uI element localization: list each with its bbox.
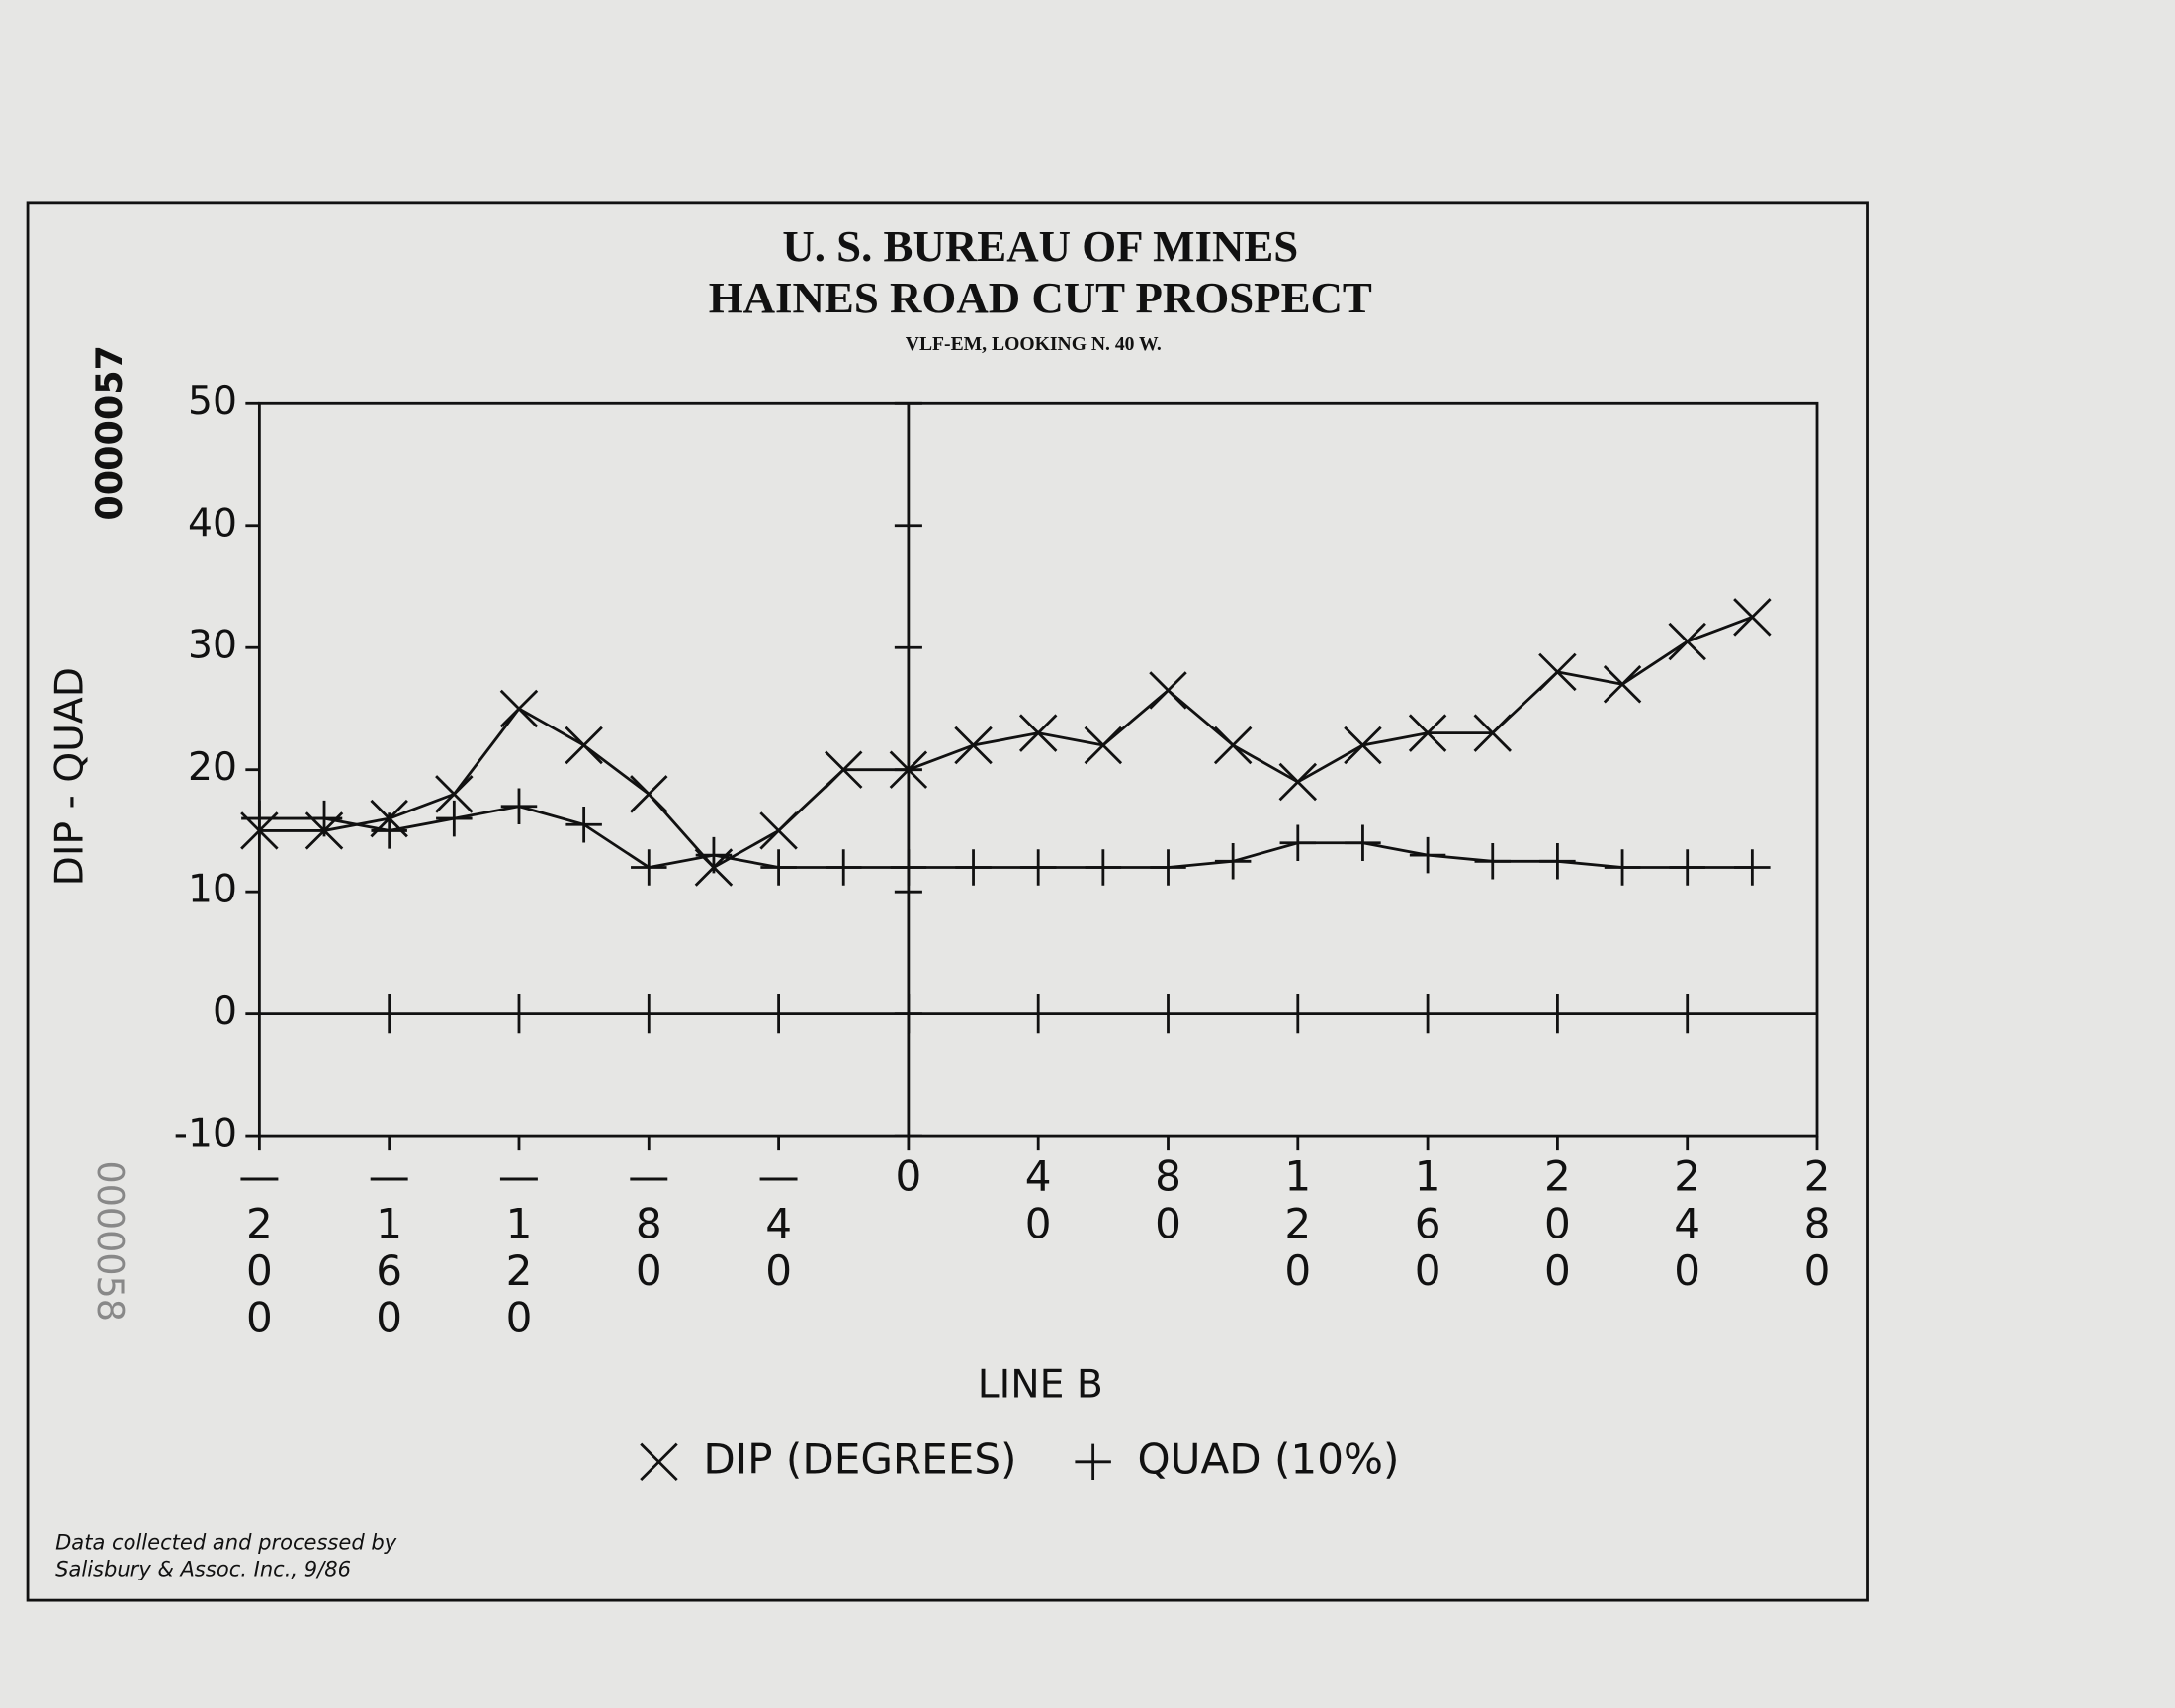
x-marker <box>1278 762 1318 802</box>
x-marker <box>435 775 474 813</box>
x-marker <box>1084 726 1123 765</box>
page-frame <box>26 201 1869 1602</box>
plus-marker <box>1669 849 1705 886</box>
plus-marker <box>955 849 992 886</box>
plus-marker <box>1474 843 1511 880</box>
x-axis-label: LINE B <box>978 1363 1103 1408</box>
plus-marker <box>436 800 473 837</box>
y-tick-label: 40 <box>188 501 237 546</box>
plus-marker <box>760 849 797 886</box>
x-marker <box>499 689 539 728</box>
x-marker <box>1668 622 1706 661</box>
plus-marker <box>890 849 927 886</box>
chart-title: U. S. BUREAU OF MINES <box>782 221 1298 271</box>
plus-marker <box>566 807 602 843</box>
plus-marker <box>241 800 278 837</box>
x-marker <box>1603 665 1642 704</box>
x-marker <box>825 750 863 789</box>
plus-marker <box>1539 843 1576 880</box>
x-tick-label: —4 0 <box>758 1152 800 1294</box>
plus-marker <box>305 800 343 837</box>
x-tick-label: —8 0 <box>628 1152 669 1294</box>
series-line <box>259 616 1753 870</box>
x-marker <box>1149 671 1187 710</box>
footnote: Salisbury & Assoc. Inc., 9/86 <box>55 1556 351 1580</box>
x-tick-label: 0 <box>895 1152 921 1200</box>
footnote: Data collected and processed by <box>55 1530 397 1555</box>
x-marker <box>1408 714 1447 752</box>
plus-marker <box>1345 824 1381 862</box>
x-marker <box>630 775 668 813</box>
x-marker <box>889 750 928 789</box>
x-tick-label: —1 2 0 <box>498 1152 540 1341</box>
x-marker <box>1213 726 1253 765</box>
x-marker <box>1344 726 1382 765</box>
y-tick-label: 20 <box>188 745 237 790</box>
plus-marker <box>631 849 667 886</box>
y-tick-label: -10 <box>174 1112 237 1156</box>
plus-marker <box>1409 836 1446 874</box>
page-stamp: 0000057 <box>88 345 130 521</box>
plus-marker <box>500 788 538 824</box>
x-marker <box>1018 714 1058 752</box>
plus-marker <box>371 812 407 849</box>
x-marker <box>1473 714 1512 752</box>
page-stamp: 0000058 <box>89 1161 131 1322</box>
y-tick-label: 30 <box>188 624 237 668</box>
plus-marker <box>695 836 733 874</box>
x-marker <box>640 1442 678 1482</box>
plus-marker <box>1279 824 1317 862</box>
x-marker <box>954 726 993 765</box>
legend-label: QUAD (10%) <box>1138 1434 1400 1483</box>
y-axis-label: DIP - QUAD <box>47 667 92 886</box>
x-marker <box>1538 652 1577 692</box>
x-marker <box>1733 598 1772 637</box>
chart-note: VLF-EM, LOOKING N. 40 W. <box>906 333 1162 355</box>
series-line <box>259 805 1753 869</box>
x-marker <box>565 726 603 765</box>
y-tick-label: 50 <box>188 380 237 424</box>
x-tick-label: —1 6 0 <box>369 1152 410 1341</box>
plus-marker <box>1019 849 1057 886</box>
chart-subtitle: HAINES ROAD CUT PROSPECT <box>709 273 1372 322</box>
x-marker <box>759 811 798 850</box>
y-tick-label: 0 <box>213 989 237 1034</box>
plus-marker <box>1604 849 1641 886</box>
x-tick-label: —2 0 0 <box>238 1152 280 1341</box>
plus-marker <box>1075 1443 1111 1481</box>
plus-marker <box>1214 843 1252 880</box>
legend-label: DIP (DEGREES) <box>703 1434 1016 1483</box>
legend-item: DIP (DEGREES) <box>640 1434 1016 1483</box>
plus-marker <box>825 849 862 886</box>
plus-marker <box>1085 849 1122 886</box>
legend-item: QUAD (10%) <box>1075 1434 1399 1483</box>
plus-marker <box>1734 849 1771 886</box>
y-tick-label: 10 <box>188 868 237 912</box>
plus-marker <box>1150 849 1186 886</box>
